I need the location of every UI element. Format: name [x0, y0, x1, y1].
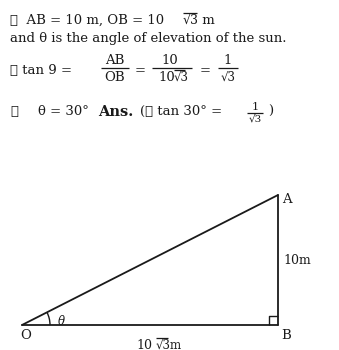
Text: 10: 10 [136, 339, 152, 350]
Text: √3: √3 [183, 14, 199, 27]
Text: O: O [20, 329, 31, 342]
Text: =: = [135, 64, 146, 77]
Text: ∴: ∴ [10, 105, 18, 118]
Text: AB: AB [105, 54, 125, 67]
Text: m: m [198, 14, 215, 27]
Text: 10: 10 [162, 54, 178, 67]
Text: (∴ tan 30° =: (∴ tan 30° = [140, 105, 222, 118]
Text: √3: √3 [174, 71, 189, 84]
Text: =: = [200, 64, 211, 77]
Text: ∴ tan 9 =: ∴ tan 9 = [10, 64, 72, 77]
Text: ∴  AB = 10 m, OB = 10: ∴ AB = 10 m, OB = 10 [10, 14, 168, 27]
Text: θ: θ [58, 315, 65, 328]
Text: 1: 1 [252, 102, 259, 112]
Text: √3: √3 [248, 115, 262, 124]
Text: ): ) [268, 105, 273, 118]
Text: and θ is the angle of elevation of the sun.: and θ is the angle of elevation of the s… [10, 32, 286, 45]
Text: 10m: 10m [283, 253, 311, 266]
Text: B: B [281, 329, 291, 342]
Text: A: A [282, 193, 292, 206]
Text: Ans.: Ans. [98, 105, 133, 119]
Text: θ = 30°: θ = 30° [38, 105, 89, 118]
Text: 10: 10 [158, 71, 175, 84]
Text: 1: 1 [224, 54, 232, 67]
Text: √3m: √3m [156, 339, 182, 350]
Text: √3: √3 [220, 71, 236, 84]
Text: OB: OB [105, 71, 125, 84]
